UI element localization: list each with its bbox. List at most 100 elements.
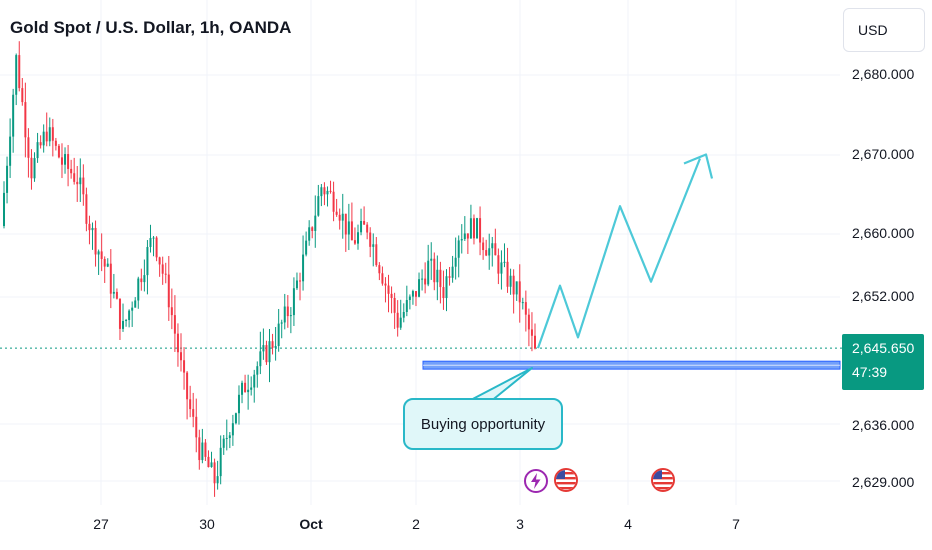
candle-body (106, 263, 109, 267)
candle-body (512, 275, 515, 295)
candle-body (393, 297, 396, 313)
candle-body (27, 137, 30, 158)
candle-body (103, 258, 106, 267)
candle-body (396, 312, 399, 328)
candle-body (366, 224, 369, 233)
candle-body (283, 306, 286, 323)
candle-body (414, 291, 417, 297)
us-flag-icon[interactable] (651, 468, 675, 492)
candle-body (472, 218, 475, 239)
candle-body (140, 278, 143, 283)
candle-body (36, 142, 39, 159)
candle-body (207, 456, 210, 468)
candle-body (329, 190, 332, 192)
y-tick-label: 2,636.000 (852, 417, 915, 433)
candle-body (369, 232, 372, 247)
candle-body (219, 447, 222, 477)
candle-body (280, 322, 283, 324)
candle-body (518, 281, 521, 303)
candle-body (387, 285, 390, 294)
projection-arrowhead (683, 153, 714, 179)
candle-body (408, 296, 411, 301)
candle-body (173, 315, 176, 334)
candle-body (378, 265, 381, 274)
lightning-icon[interactable] (524, 469, 548, 493)
candle-body (18, 55, 21, 89)
candle-body (326, 190, 329, 195)
candle-body (30, 157, 33, 179)
candle-body (198, 437, 201, 461)
candle-body (213, 462, 216, 484)
candle-body (155, 237, 158, 258)
candle-body (338, 214, 341, 221)
candle-body (3, 192, 5, 227)
candle-body (45, 131, 48, 142)
candle-body (231, 423, 234, 436)
candle-body (476, 218, 479, 239)
candle-body (76, 181, 79, 185)
candle-body (222, 438, 225, 448)
candle-body (488, 248, 491, 256)
candle-body (305, 240, 308, 255)
candle-body (228, 435, 231, 439)
candle-body (436, 269, 439, 283)
currency-selector[interactable]: USD (843, 8, 925, 52)
x-tick-label: 30 (199, 516, 215, 532)
candle-body (100, 251, 103, 259)
candle-body (445, 276, 448, 299)
candle-body (256, 366, 259, 375)
candle-body (241, 382, 244, 395)
candle-body (302, 254, 305, 282)
candle-body (24, 102, 27, 138)
candle-body (21, 88, 24, 103)
candle-body (314, 215, 317, 231)
candle-body (247, 389, 250, 393)
candle-body (390, 293, 393, 298)
candle-body (237, 394, 240, 414)
candle-body (9, 136, 12, 166)
candle-body (308, 227, 311, 241)
candle-body (503, 261, 506, 263)
x-tick-label: 27 (93, 516, 109, 532)
candle-body (204, 442, 207, 457)
candle-body (500, 262, 503, 274)
candle-body (482, 242, 485, 251)
candle-body (479, 218, 482, 243)
buying-opportunity-callout[interactable]: Buying opportunity (403, 398, 563, 450)
candle-body (530, 329, 533, 336)
candle-body (335, 211, 338, 215)
us-flag-icon[interactable] (554, 468, 578, 492)
candle-body (48, 127, 51, 142)
candle-body (70, 168, 73, 174)
candle-body (189, 399, 192, 410)
candle-body (265, 345, 268, 363)
candle-body (216, 476, 219, 484)
candle-body (60, 157, 63, 165)
candle-body (118, 298, 121, 329)
y-tick-label: 2,660.000 (852, 225, 915, 241)
candle-body (274, 346, 277, 348)
chart-title: Gold Spot / U.S. Dollar, 1h, OANDA (10, 18, 292, 37)
candle-body (54, 140, 57, 146)
candle-body (112, 291, 115, 294)
candle-body (344, 213, 347, 235)
candle-body (73, 173, 76, 182)
candle-body (234, 413, 237, 424)
candle-body (332, 191, 335, 212)
candle-body (115, 291, 118, 299)
candle-body (268, 341, 271, 363)
candle-body (454, 257, 457, 267)
candle-body (94, 227, 97, 255)
candle-body (299, 280, 302, 282)
candle-body (134, 300, 137, 308)
candle-body (271, 341, 274, 348)
candle-body (57, 145, 60, 158)
candle-body (323, 187, 326, 195)
candle-body (176, 333, 179, 353)
candles (3, 41, 536, 497)
candle-body (491, 243, 494, 249)
projection (536, 153, 714, 349)
candle-body (494, 243, 497, 256)
candle-body (497, 255, 500, 274)
